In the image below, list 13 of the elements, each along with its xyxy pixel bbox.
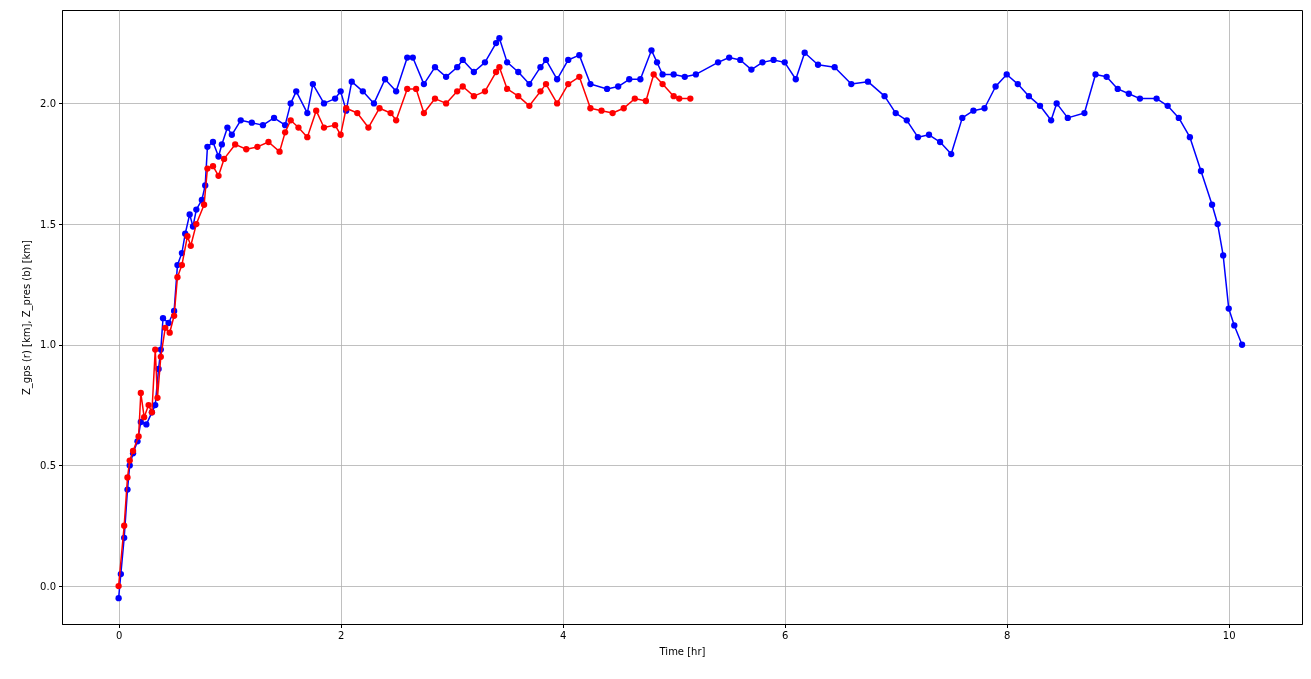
y-tick-label: 0.5 [40,459,56,471]
y-axis-title: Z_gps (r) [km], Z_pres (b) [km] [21,239,34,396]
x-tick-label: 8 [1004,630,1011,641]
y-tick-label: 2.0 [40,97,56,109]
x-axis-title: Time [hr] [658,646,706,657]
x-tick-label: 4 [559,630,567,641]
y-tick-label: 1.0 [40,339,56,351]
x-tick-label: 2 [337,630,345,641]
x-tick-label: 6 [782,630,789,641]
x-tick-label: 10 [1222,630,1236,641]
y-tick-label: 0.0 [40,580,56,592]
y-tick-label: 1.5 [40,218,56,230]
x-tick-label: 0 [115,630,123,641]
